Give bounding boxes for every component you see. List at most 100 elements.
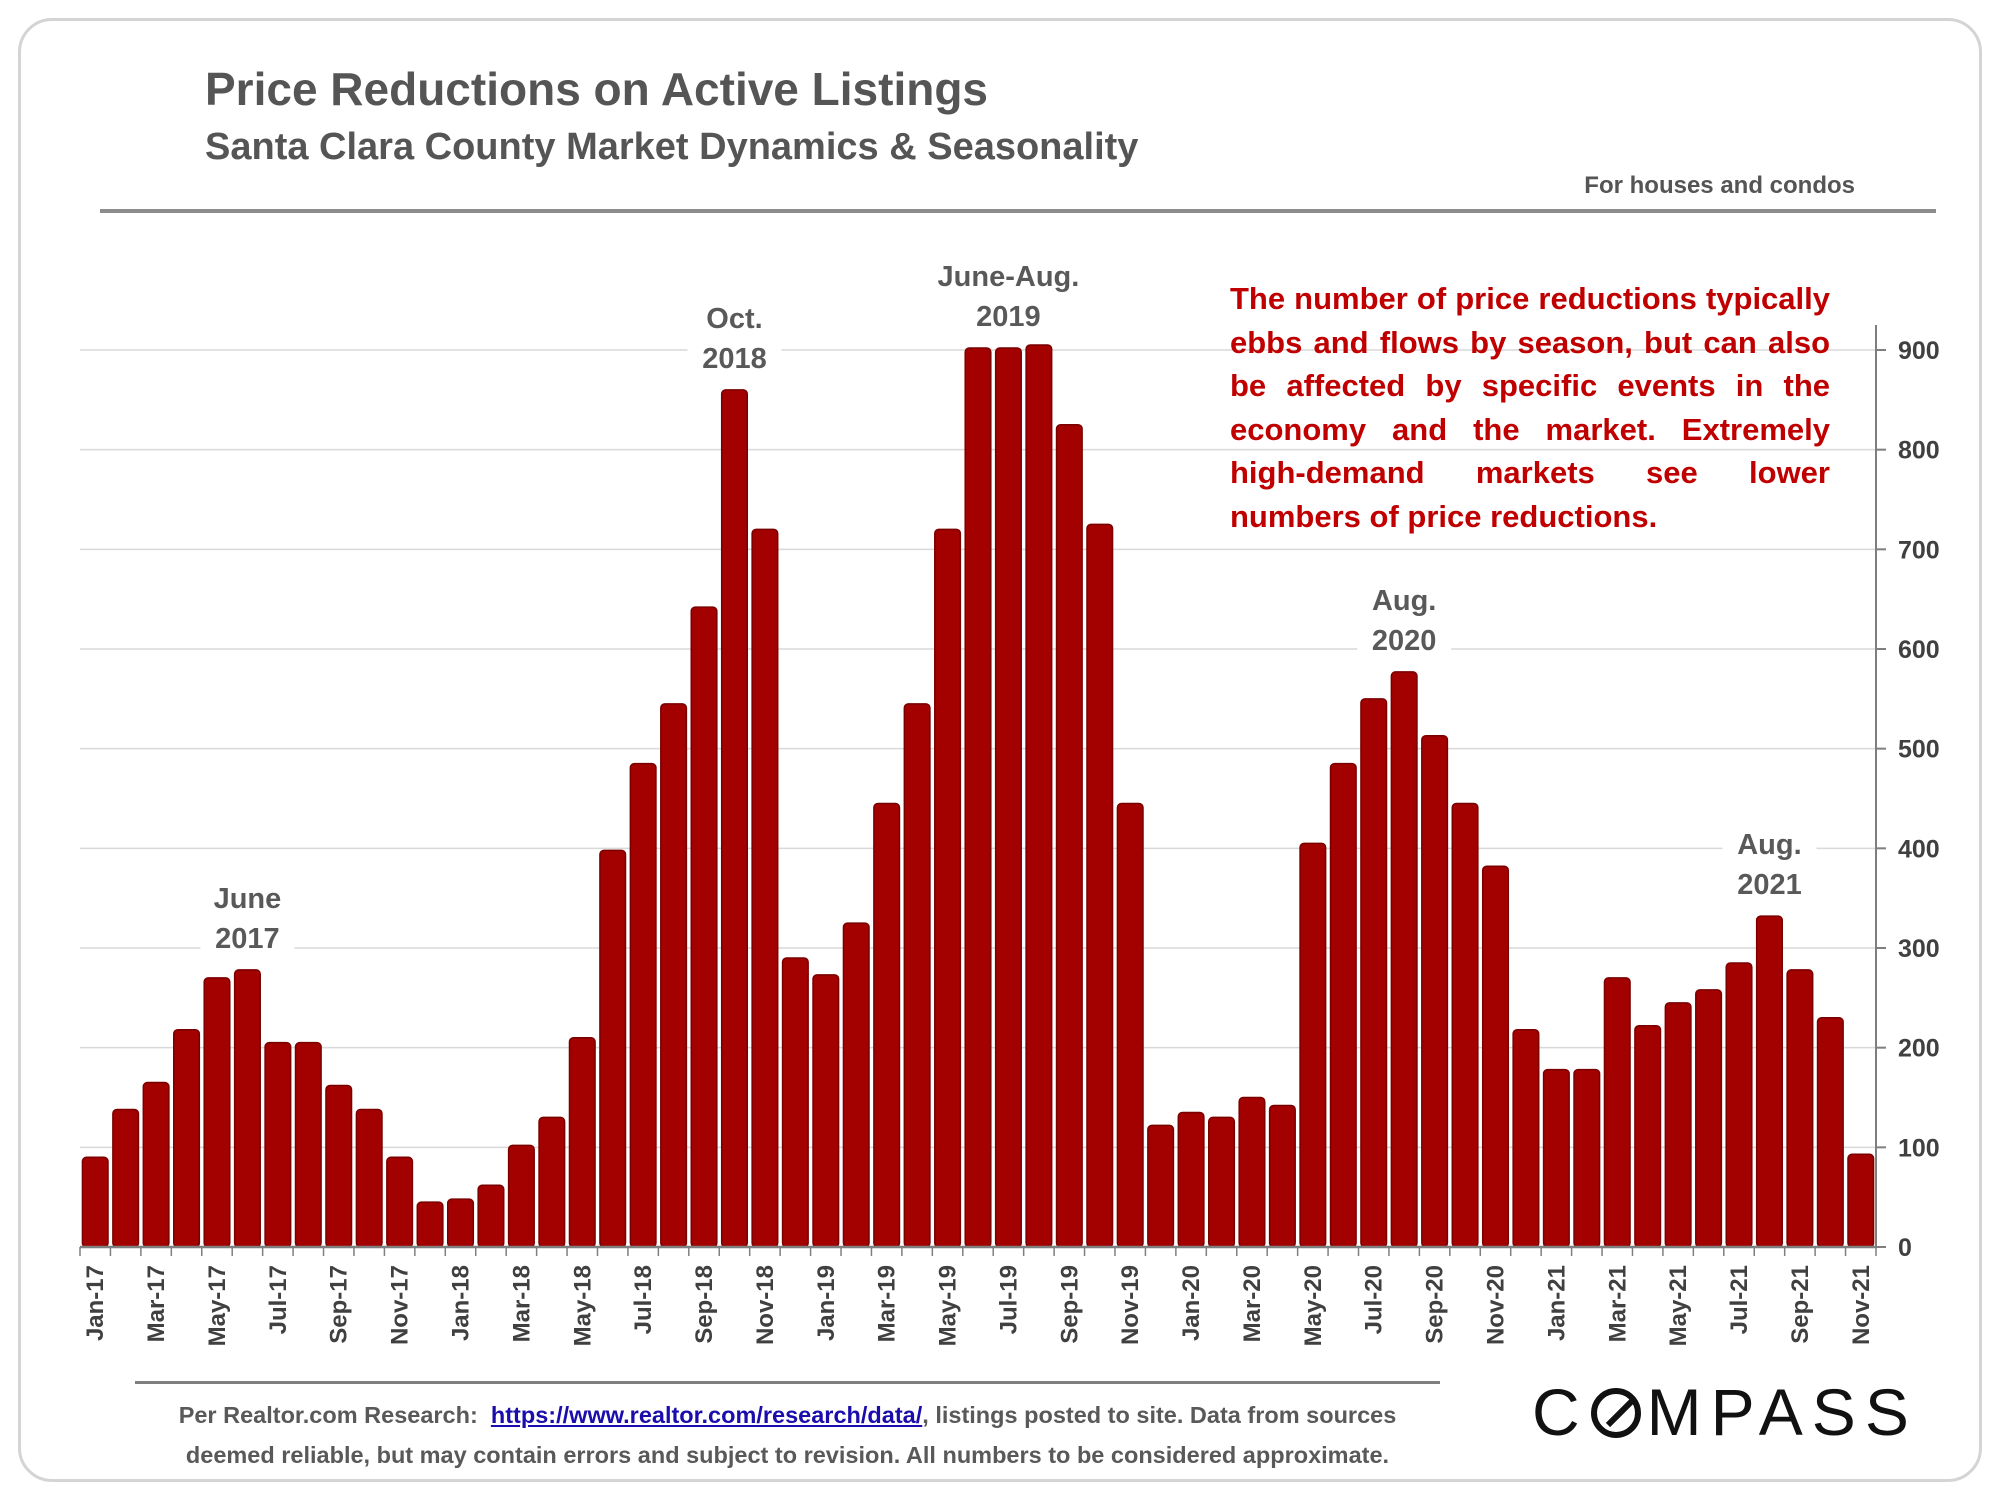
footer-line-1: Per Realtor.com Research: https://www.re… bbox=[120, 1395, 1455, 1435]
bar-May-21 bbox=[1664, 1002, 1692, 1248]
bar-Sep-20 bbox=[1421, 734, 1449, 1248]
bar-Mar-20 bbox=[1238, 1096, 1266, 1248]
x-tick-label: Nov-17 bbox=[387, 1265, 414, 1345]
y-tick-label: 400 bbox=[1898, 835, 1940, 863]
bar-Aug-17 bbox=[294, 1041, 322, 1248]
bar-Mar-21 bbox=[1603, 977, 1631, 1248]
x-tick-label: Nov-20 bbox=[1482, 1265, 1509, 1345]
x-tick-label: Mar-18 bbox=[508, 1265, 535, 1342]
bar-Apr-21 bbox=[1634, 1024, 1662, 1248]
peak-label-line: 2021 bbox=[1737, 869, 1802, 901]
bar-Feb-18 bbox=[477, 1184, 505, 1248]
compass-o-icon bbox=[1590, 1388, 1641, 1438]
x-tick-label: Nov-21 bbox=[1848, 1265, 1875, 1345]
peak-label: June 2017 bbox=[200, 873, 295, 966]
y-tick-label: 600 bbox=[1898, 636, 1940, 664]
peak-label-backdrop bbox=[200, 873, 295, 966]
x-tick-label: May-18 bbox=[569, 1265, 596, 1346]
scope-note: For houses and condos bbox=[1584, 172, 1855, 199]
bar-Jul-19 bbox=[994, 347, 1022, 1248]
x-tick-label: Jul-18 bbox=[630, 1265, 657, 1334]
bar-Nov-18 bbox=[751, 528, 779, 1248]
logo-text-end: MPASS bbox=[1646, 1375, 1918, 1449]
bar-Mar-18 bbox=[507, 1144, 535, 1248]
x-tick-label: Jul-21 bbox=[1726, 1265, 1753, 1334]
bar-Sep-17 bbox=[325, 1084, 353, 1248]
bar-Jul-18 bbox=[629, 762, 657, 1248]
bar-Apr-19 bbox=[903, 703, 931, 1248]
bar-Jul-20 bbox=[1360, 698, 1388, 1248]
x-tick-label: Sep-17 bbox=[326, 1265, 353, 1344]
x-tick-label: Mar-20 bbox=[1239, 1265, 1266, 1342]
x-tick-label: Sep-20 bbox=[1422, 1265, 1449, 1344]
peak-label-backdrop bbox=[1357, 575, 1452, 668]
source-footer: Per Realtor.com Research: https://www.re… bbox=[120, 1395, 1455, 1475]
bar-Aug-20 bbox=[1390, 671, 1418, 1248]
bar-Aug-18 bbox=[660, 703, 688, 1248]
x-tick-label: Nov-19 bbox=[1117, 1265, 1144, 1345]
bar-Jun-20 bbox=[1329, 762, 1357, 1248]
y-tick-label: 900 bbox=[1898, 337, 1940, 365]
x-tick-label: Jan-21 bbox=[1543, 1265, 1570, 1341]
bar-Jun-19 bbox=[964, 347, 992, 1248]
x-tick-label: Jul-17 bbox=[265, 1265, 292, 1334]
bar-Apr-18 bbox=[538, 1116, 566, 1248]
bar-Sep-19 bbox=[1055, 424, 1083, 1248]
peak-label-line: Oct. bbox=[706, 303, 762, 335]
bar-Aug-21 bbox=[1755, 915, 1783, 1248]
y-tick-label: 300 bbox=[1898, 935, 1940, 963]
x-tick-label: Sep-19 bbox=[1056, 1265, 1083, 1344]
bar-Sep-18 bbox=[690, 606, 718, 1248]
bar-chart: 0 100 200 300 400 500 600 700 800 900 Jan-17 Mar-17… bbox=[79, 252, 1940, 1347]
chart-annotation: The number of price reductions typically… bbox=[1230, 281, 1830, 534]
peak-label-backdrop bbox=[687, 293, 782, 386]
x-tick-label: Jan-17 bbox=[82, 1265, 109, 1341]
bar-Jun-17 bbox=[233, 969, 261, 1248]
bar-Feb-17 bbox=[112, 1108, 140, 1248]
x-tick-label: Jan-18 bbox=[448, 1265, 475, 1341]
y-tick-label: 800 bbox=[1898, 437, 1940, 465]
bar-May-20 bbox=[1299, 842, 1327, 1248]
source-link[interactable]: https://www.realtor.com/research/data/ bbox=[490, 1402, 923, 1428]
x-tick-label: Jan-20 bbox=[1178, 1265, 1205, 1341]
bar-Mar-17 bbox=[142, 1081, 170, 1248]
bar-Feb-21 bbox=[1573, 1068, 1601, 1248]
bar-May-19 bbox=[934, 528, 962, 1248]
bar-Dec-20 bbox=[1512, 1028, 1540, 1248]
x-tick-label: Sep-18 bbox=[691, 1265, 718, 1344]
bar-Jul-17 bbox=[264, 1041, 292, 1248]
bar-Apr-20 bbox=[1268, 1104, 1296, 1248]
peak-label: Oct. 2018 bbox=[687, 293, 782, 386]
header-divider bbox=[100, 209, 1936, 213]
bar-Oct-19 bbox=[1086, 523, 1114, 1248]
peak-label: June-Aug. 2019 bbox=[921, 252, 1096, 345]
x-tick-label: Jan-19 bbox=[813, 1265, 840, 1341]
bar-Apr-17 bbox=[173, 1028, 201, 1248]
peak-label-line: 2017 bbox=[215, 923, 280, 955]
peak-label-line: June bbox=[214, 883, 282, 915]
x-tick-label: Nov-18 bbox=[752, 1265, 779, 1345]
y-tick-label: 200 bbox=[1898, 1035, 1940, 1063]
bar-Nov-19 bbox=[1116, 802, 1144, 1248]
x-tick-label: Mar-19 bbox=[874, 1265, 901, 1342]
bar-Nov-17 bbox=[386, 1156, 414, 1248]
bar-Jan-21 bbox=[1542, 1068, 1570, 1248]
x-tick-label: Jul-20 bbox=[1361, 1265, 1388, 1334]
x-tick-label: May-21 bbox=[1665, 1265, 1692, 1346]
bar-Oct-18 bbox=[720, 389, 749, 1248]
bar-Jun-21 bbox=[1695, 989, 1723, 1248]
bar-Jan-20 bbox=[1177, 1111, 1205, 1248]
bar-Jan-19 bbox=[812, 974, 840, 1248]
bar-Aug-19 bbox=[1025, 344, 1053, 1248]
peak-label-backdrop bbox=[1722, 820, 1817, 913]
compass-logo: C MPASS bbox=[1532, 1374, 1918, 1450]
chart-subtitle: Santa Clara County Market Dynamics & Sea… bbox=[205, 126, 1139, 168]
peak-label: Aug. 2021 bbox=[1722, 820, 1817, 913]
bar-Nov-20 bbox=[1481, 865, 1510, 1248]
bar-Jun-18 bbox=[599, 849, 627, 1248]
peak-label-line: June-Aug. bbox=[938, 261, 1080, 293]
logo-text-start: C bbox=[1532, 1375, 1589, 1449]
footer-line-2: deemed reliable, but may contain errors … bbox=[185, 1442, 1390, 1468]
footer-divider bbox=[135, 1381, 1440, 1384]
bar-May-18 bbox=[568, 1036, 596, 1248]
